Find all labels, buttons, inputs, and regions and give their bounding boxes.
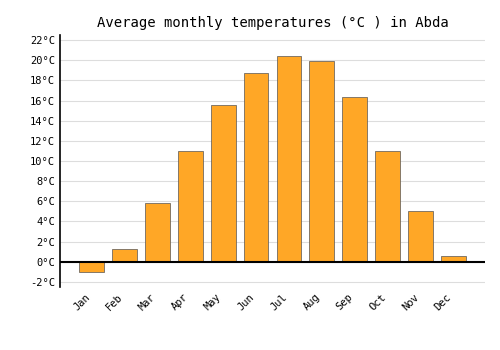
Bar bbox=[80, 262, 104, 272]
Bar bbox=[408, 211, 433, 262]
Bar bbox=[178, 151, 203, 262]
Bar bbox=[145, 203, 170, 262]
Bar bbox=[211, 105, 236, 262]
Bar bbox=[441, 256, 466, 262]
Bar bbox=[112, 249, 137, 262]
Bar bbox=[244, 73, 268, 262]
Title: Average monthly temperatures (°C ) in Abda: Average monthly temperatures (°C ) in Ab… bbox=[96, 16, 448, 30]
Bar bbox=[310, 61, 334, 262]
Bar bbox=[376, 151, 400, 262]
Bar bbox=[342, 98, 367, 262]
Bar bbox=[276, 56, 301, 262]
